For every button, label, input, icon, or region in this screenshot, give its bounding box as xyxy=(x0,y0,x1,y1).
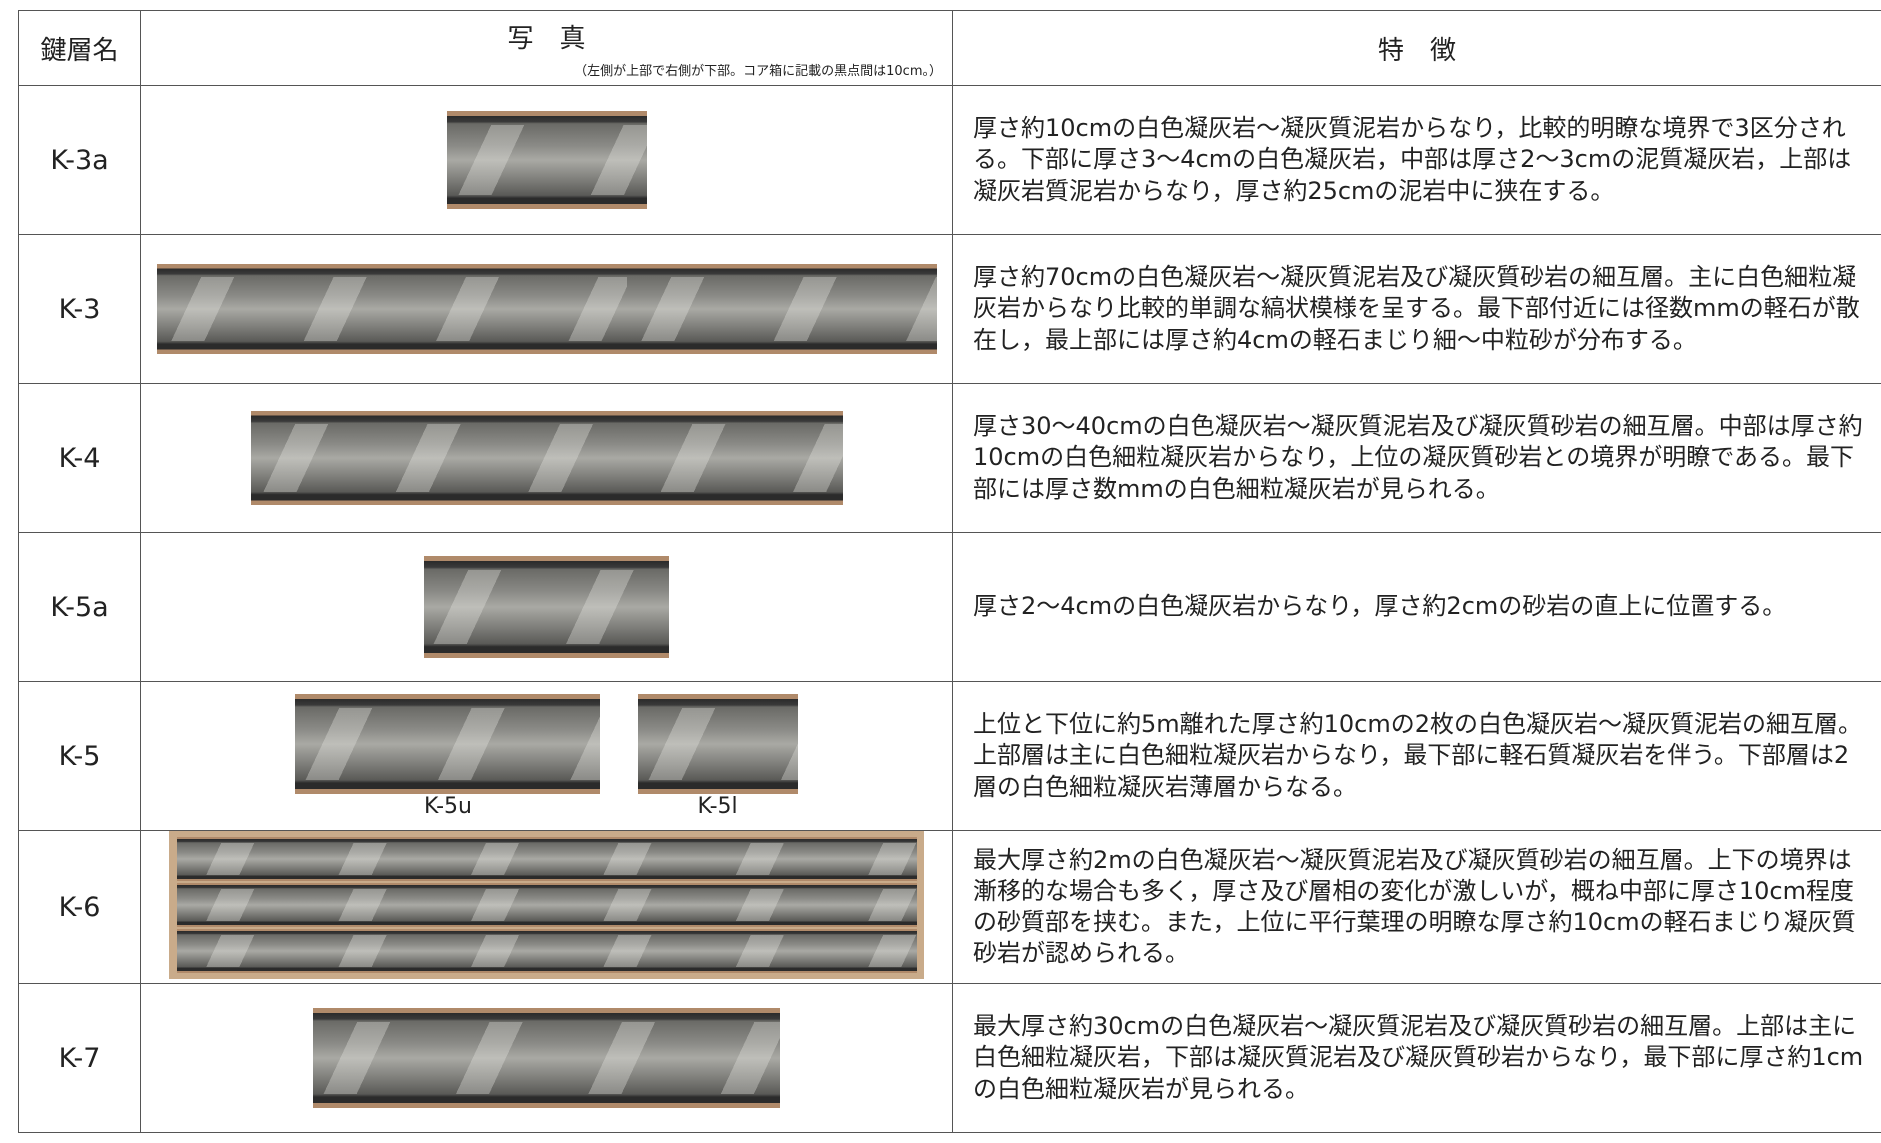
description: 厚さ2～4cmの白色凝灰岩からなり，厚さ約2cmの砂岩の直上に位置する。 xyxy=(952,532,1881,682)
bed-name: K-3a xyxy=(18,85,141,235)
photo-group: K-5l xyxy=(637,693,798,819)
header-photo-note: （左側が上部で右側が下部。コア箱に記載の黒点間は10cm。） xyxy=(574,64,942,79)
photo-cell xyxy=(140,234,953,384)
key-bed-table: 鍵層名 写 真 （左側が上部で右側が下部。コア箱に記載の黒点間は10cm。） 特… xyxy=(18,10,1881,1133)
description: 厚さ約70cmの白色凝灰岩～凝灰質泥岩及び凝灰質砂岩の細互層。主に白色細粒凝灰岩… xyxy=(952,234,1881,384)
description: 厚さ30～40cmの白色凝灰岩～凝灰質泥岩及び凝灰質砂岩の細互層。中部は厚さ約1… xyxy=(952,383,1881,533)
description: 最大厚さ約30cmの白色凝灰岩～凝灰質泥岩及び凝灰質砂岩の細互層。上部は主に白色… xyxy=(952,983,1881,1133)
core-box xyxy=(169,831,924,979)
photo-cell xyxy=(140,830,953,984)
photo-caption: K-5l xyxy=(697,793,738,819)
row: K-5 K-5u K-5l 上位と下位に約5m離れた厚さ約10cmの2枚の白色凝… xyxy=(18,681,1881,831)
photo-cell xyxy=(140,532,953,682)
bed-name: K-4 xyxy=(18,383,141,533)
row: K-7 最大厚さ約30cmの白色凝灰岩～凝灰質泥岩及び凝灰質砂岩の細互層。上部は… xyxy=(18,983,1881,1133)
core-photo xyxy=(156,264,627,354)
core-photo xyxy=(313,1008,780,1108)
core-photo xyxy=(637,693,798,794)
bed-name: K-5a xyxy=(18,532,141,682)
core-photo xyxy=(446,111,647,209)
row: K-6 最大厚さ約2mの白色凝灰岩～凝灰質泥岩及び凝灰質砂岩の細互層。上下の境界… xyxy=(18,830,1881,984)
core-photo xyxy=(176,837,917,881)
header-row: 鍵層名 写 真 （左側が上部で右側が下部。コア箱に記載の黒点間は10cm。） 特… xyxy=(18,10,1881,86)
photo-cell xyxy=(140,383,953,533)
core-photo xyxy=(250,411,843,505)
photo-caption: K-5u xyxy=(423,793,472,819)
core-photo xyxy=(626,264,937,354)
photo-group: K-5u xyxy=(295,693,601,819)
row: K-3a 厚さ約10cmの白色凝灰岩～凝灰質泥岩からなり，比較的明瞭な境界で3区… xyxy=(18,85,1881,235)
core-photo xyxy=(295,693,601,794)
bed-name: K-6 xyxy=(18,830,141,984)
bed-name: K-5 xyxy=(18,681,141,831)
description: 最大厚さ約2mの白色凝灰岩～凝灰質泥岩及び凝灰質砂岩の細互層。上下の境界は漸移的… xyxy=(952,830,1881,984)
description: 厚さ約10cmの白色凝灰岩～凝灰質泥岩からなり，比較的明瞭な境界で3区分される。… xyxy=(952,85,1881,235)
description: 上位と下位に約5m離れた厚さ約10cmの2枚の白色凝灰岩～凝灰質泥岩の細互層。上… xyxy=(952,681,1881,831)
header-photo: 写 真 xyxy=(507,23,586,54)
row: K-5a 厚さ2～4cmの白色凝灰岩からなり，厚さ約2cmの砂岩の直上に位置する… xyxy=(18,532,1881,682)
row: K-3 厚さ約70cmの白色凝灰岩～凝灰質泥岩及び凝灰質砂岩の細互層。主に白色細… xyxy=(18,234,1881,384)
bed-name: K-3 xyxy=(18,234,141,384)
photo-cell: K-5u K-5l xyxy=(140,681,953,831)
row: K-4 厚さ30～40cmの白色凝灰岩～凝灰質泥岩及び凝灰質砂岩の細互層。中部は… xyxy=(18,383,1881,533)
bed-name: K-7 xyxy=(18,983,141,1133)
photo-cell xyxy=(140,983,953,1133)
photo-cell xyxy=(140,85,953,235)
core-photo xyxy=(424,556,669,658)
core-photo xyxy=(176,929,917,973)
header-name: 鍵層名 xyxy=(18,10,141,86)
header-photo-cell: 写 真 （左側が上部で右側が下部。コア箱に記載の黒点間は10cm。） xyxy=(140,10,953,86)
core-photo xyxy=(176,883,917,927)
header-features: 特 徴 xyxy=(952,10,1881,86)
